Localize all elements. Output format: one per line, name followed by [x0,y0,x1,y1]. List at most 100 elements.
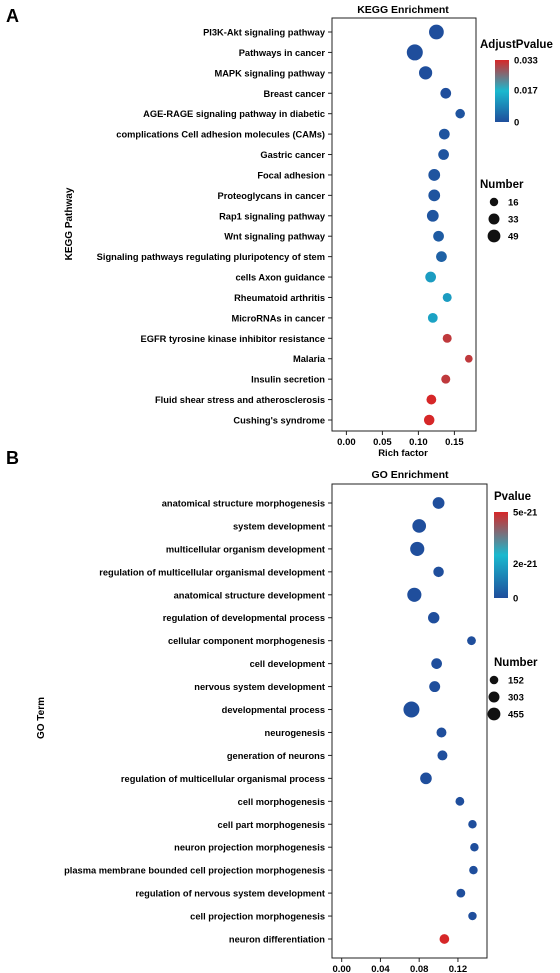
x-tick-label: 0.15 [445,437,464,448]
data-point [442,292,452,302]
y-tick-label: Wnt signaling pathway [224,232,326,242]
plot-frame [331,17,477,432]
data-point [406,44,423,61]
data-point [433,230,444,242]
data-point [468,911,477,921]
y-tick-label: regulation of developmental process [163,613,325,623]
size-legend-dot [489,197,499,207]
size-legend-dot [487,707,501,721]
data-point [432,497,445,509]
x-tick-label: 0.10 [409,437,428,448]
y-tick-label: Proteoglycans in cancer [218,191,326,201]
panel-label: B [6,448,19,468]
size-legend-dot [488,213,500,225]
size-legend-label: 152 [508,676,524,687]
y-tick-label: cell development [250,659,325,669]
y-tick-label: plasma membrane bounded cell projection … [64,866,325,876]
y-tick-label: system development [233,521,325,531]
y-tick-label: Rheumatoid arthritis [234,293,325,303]
size-legend-label: 49 [508,232,519,243]
x-tick-label: 0.00 [337,437,356,448]
data-point [426,209,439,222]
y-tick-label: Cushing's syndrome [233,416,325,426]
x-axis-title: Rich factor [378,448,428,459]
color-legend-label: 5e-21 [513,508,538,519]
data-point [431,658,442,669]
color-legend-label: 0 [513,594,518,605]
color-legend-label: 0.017 [514,86,538,97]
data-point [468,820,477,829]
data-point [428,189,441,202]
color-legend-label: 0 [514,118,519,129]
data-point [441,374,451,384]
data-point [464,354,473,363]
size-legend-label: 33 [508,215,519,226]
y-tick-label: regulation of multicellular organismal d… [99,567,325,577]
x-tick-label: 0.04 [371,964,390,973]
data-point [407,587,422,602]
data-point [467,636,476,646]
data-point [423,414,435,426]
y-tick-label: cell part morphogenesis [218,820,325,830]
y-tick-label: neuron differentiation [229,935,325,945]
color-legend-bar [495,60,509,122]
data-point [455,796,465,806]
x-tick-label: 0.00 [332,964,351,973]
y-tick-label: PI3K-Akt signaling pathway [203,28,326,38]
size-legend-label: 455 [508,710,525,721]
y-tick-label: Breast cancer [263,89,325,99]
data-point [418,66,433,80]
data-point [403,701,420,718]
data-point [456,888,466,898]
y-tick-label: developmental process [222,705,325,715]
data-point [438,149,449,160]
y-tick-label: multicellular organism development [166,544,325,554]
x-tick-label: 0.08 [410,964,429,973]
data-point [425,271,437,283]
data-point [469,865,478,875]
y-tick-label: Malaria [293,354,326,364]
y-tick-label: anatomical structure morphogenesis [162,499,325,509]
size-legend-label: 303 [508,693,524,704]
y-tick-label: nervous system development [194,682,325,692]
y-tick-label: AGE-RAGE signaling pathway in diabetic [143,109,325,119]
data-point [428,612,440,624]
color-legend-title: Pvalue [494,491,531,503]
color-legend-label: 0.033 [514,56,538,67]
data-point [442,333,452,343]
y-tick-label: generation of neurons [227,751,325,761]
size-legend-title: Number [480,179,524,191]
data-point [429,681,441,693]
y-tick-label: Gastric cancer [260,150,325,160]
data-point [412,519,427,533]
y-tick-label: Signaling pathways regulating pluripoten… [97,252,325,262]
chart-title: KEGG Enrichment [357,4,449,16]
y-tick-label: cell morphogenesis [238,797,325,807]
panel-label: A [6,6,19,26]
y-tick-label: cells Axon guidance [235,273,325,283]
data-point [455,108,465,119]
color-legend-bar [494,512,508,598]
size-legend-dot [487,229,501,243]
data-point [420,772,432,785]
color-legend-label: 2e-21 [513,559,538,570]
x-tick-label: 0.05 [373,437,392,448]
data-point [427,312,438,323]
y-axis-title: KEGG Pathway [64,187,75,260]
size-legend-dot [489,675,499,685]
y-tick-label: regulation of multicellular organismal p… [121,774,325,784]
y-tick-label: MAPK signaling pathway [214,68,325,78]
y-tick-label: Insulin secretion [251,375,325,385]
data-point [429,24,444,40]
y-tick-label: Rap1 signaling pathway [219,211,326,221]
y-tick-label: Focal adhesion [257,170,325,180]
color-legend-title: AdjustPvalue [480,39,553,51]
x-tick-label: 0.12 [449,964,468,973]
chart-title: GO Enrichment [371,469,449,481]
size-legend-title: Number [494,657,538,669]
y-axis-title: GO Term [36,697,47,739]
data-point [428,169,441,181]
y-tick-label: regulation of nervous system development [135,889,325,899]
data-point [426,394,437,405]
